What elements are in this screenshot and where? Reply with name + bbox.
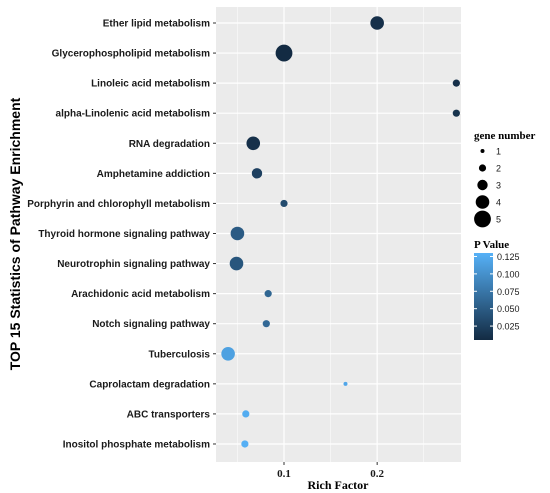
size-legend-label: 2 bbox=[496, 164, 501, 174]
category-labels: Ether lipid metabolism Glycerophospholipi… bbox=[27, 19, 216, 450]
data-point bbox=[370, 16, 384, 30]
category-label: alpha-Linolenic acid metabolism bbox=[56, 109, 211, 120]
x-axis-ticks: 0.1 0.2 bbox=[277, 462, 385, 480]
color-legend-label: 0.100 bbox=[497, 269, 520, 279]
plot-panel bbox=[216, 7, 461, 462]
data-point bbox=[452, 79, 460, 87]
color-legend-label: 0.050 bbox=[497, 304, 520, 314]
data-point bbox=[241, 440, 249, 448]
color-legend-ticks: 0.125 0.100 0.075 0.050 0.025 bbox=[474, 252, 520, 332]
size-legend-label: 5 bbox=[496, 215, 501, 225]
data-point bbox=[229, 256, 244, 271]
x-axis-title: Rich Factor bbox=[308, 478, 370, 492]
data-point bbox=[251, 168, 263, 179]
size-legend-items: 1 2 3 4 5 bbox=[474, 143, 501, 228]
category-label: Tuberculosis bbox=[149, 349, 211, 360]
category-label: Porphyrin and chlorophyll metabolism bbox=[27, 199, 210, 210]
size-legend-dot bbox=[474, 210, 491, 228]
data-point bbox=[262, 320, 270, 328]
data-point bbox=[264, 290, 272, 298]
category-label: Caprolactam degradation bbox=[89, 379, 210, 390]
size-legend: gene number 1 2 3 4 5 bbox=[474, 130, 536, 228]
color-legend-label: 0.025 bbox=[497, 322, 520, 332]
data-point bbox=[275, 44, 293, 62]
size-legend-label: 4 bbox=[496, 198, 501, 208]
category-label: Thyroid hormone signaling pathway bbox=[38, 229, 210, 240]
category-label: Inositol phosphate metabolism bbox=[63, 439, 210, 450]
category-label: RNA degradation bbox=[129, 139, 210, 150]
data-point bbox=[221, 346, 235, 361]
color-legend-title: P Value bbox=[474, 239, 509, 251]
category-label: Glycerophospholipid metabolism bbox=[52, 49, 210, 60]
size-legend-dot bbox=[478, 164, 487, 172]
data-point bbox=[230, 226, 245, 241]
data-point bbox=[452, 109, 460, 117]
category-label: Amphetamine addiction bbox=[97, 169, 210, 180]
size-legend-title: gene number bbox=[474, 130, 536, 142]
size-legend-label: 3 bbox=[496, 181, 501, 191]
color-legend-bar bbox=[474, 253, 493, 340]
size-legend-dot bbox=[480, 149, 485, 153]
y-axis-title: TOP 15 Statistics of Pathway Enrichment bbox=[7, 97, 23, 370]
category-label: Ether lipid metabolism bbox=[103, 19, 210, 30]
x-tick-label: 0.1 bbox=[277, 468, 291, 480]
category-label: Notch signaling pathway bbox=[92, 319, 210, 330]
size-legend-dot bbox=[477, 179, 488, 191]
color-legend-label: 0.125 bbox=[497, 252, 520, 262]
data-point bbox=[242, 410, 250, 418]
data-points bbox=[221, 16, 460, 448]
category-label: Neurotrophin signaling pathway bbox=[57, 259, 210, 270]
color-legend-label: 0.075 bbox=[497, 287, 520, 297]
category-label: ABC transporters bbox=[127, 409, 211, 420]
data-point bbox=[246, 136, 261, 151]
size-legend-dot bbox=[475, 195, 490, 209]
data-point bbox=[343, 381, 348, 386]
data-point bbox=[280, 199, 288, 208]
color-legend: P Value 0.125 0.100 0.075 0.050 0.025 bbox=[474, 239, 520, 340]
x-tick-label: 0.2 bbox=[370, 468, 384, 480]
size-legend-label: 1 bbox=[496, 147, 501, 157]
category-label: Arachidonic acid metabolism bbox=[71, 289, 210, 300]
category-label: Linoleic acid metabolism bbox=[91, 79, 210, 90]
